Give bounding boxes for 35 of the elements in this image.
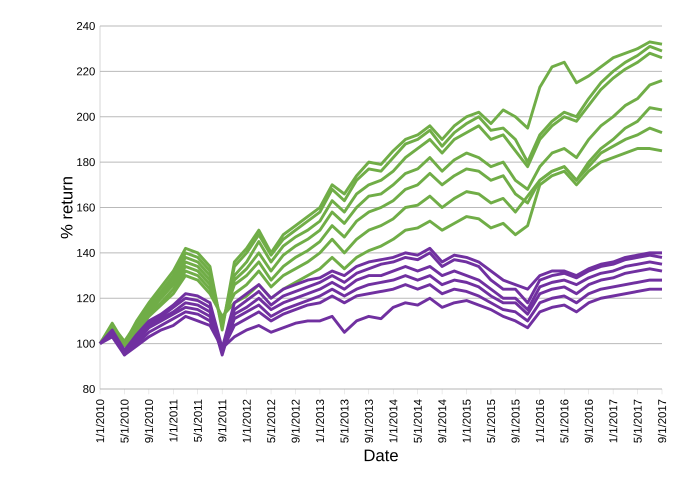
x-tick-label: 9/1/2012 [291, 400, 300, 443]
x-tick-label: 9/1/2014 [438, 399, 446, 443]
x-axis-title: Date [364, 450, 398, 462]
x-tick-label: 1/1/2012 [242, 400, 251, 442]
x-tick-label: 9/1/2013 [364, 400, 373, 443]
x-tick-label: 5/1/2013 [340, 400, 349, 443]
x-tick-label: 5/1/2010 [120, 400, 129, 443]
y-tick-label: 200 [76, 112, 95, 121]
x-tick-label: 9/1/2011 [218, 400, 226, 442]
y-tick-label: 180 [77, 158, 95, 166]
x-tick-label: 1/1/2013 [316, 400, 324, 442]
x-tick-label: 5/1/2012 [266, 400, 276, 443]
x-tick-label: 5/1/2014 [413, 399, 422, 443]
x-tick-label: 1/1/2017 [608, 400, 618, 442]
x-tick-label: 1/1/2010 [96, 400, 104, 442]
x-tick-label: 5/1/2011 [194, 400, 202, 442]
x-tick-label: 9/1/2017 [658, 400, 666, 443]
x-tick-label: 1/1/2014 [389, 399, 398, 442]
y-tick-label: 140 [77, 248, 95, 257]
x-tick-label: 9/1/2015 [511, 400, 520, 443]
x-tick-label: 9/1/2010 [144, 400, 154, 443]
y-tick-label: 160 [77, 204, 95, 212]
y-tick-label: 100 [77, 340, 95, 348]
x-tick-label: 5/1/2015 [486, 400, 496, 443]
y-tick-label: 240 [76, 22, 95, 30]
x-tick-label: 5/1/2017 [633, 400, 642, 443]
x-tick-label: 1/1/2016 [536, 400, 544, 442]
x-tick-label: 1/1/2011 [169, 400, 178, 442]
x-tick-label: 1/1/2015 [462, 400, 471, 442]
x-tick-label: 9/1/2016 [584, 400, 593, 443]
x-tick-label: 5/1/2016 [560, 400, 568, 443]
y-tick-label: 120 [77, 294, 95, 302]
y-axis-title: % return [60, 177, 73, 238]
y-tick-label: 220 [76, 67, 95, 76]
y-tick-label: 80 [83, 385, 95, 394]
